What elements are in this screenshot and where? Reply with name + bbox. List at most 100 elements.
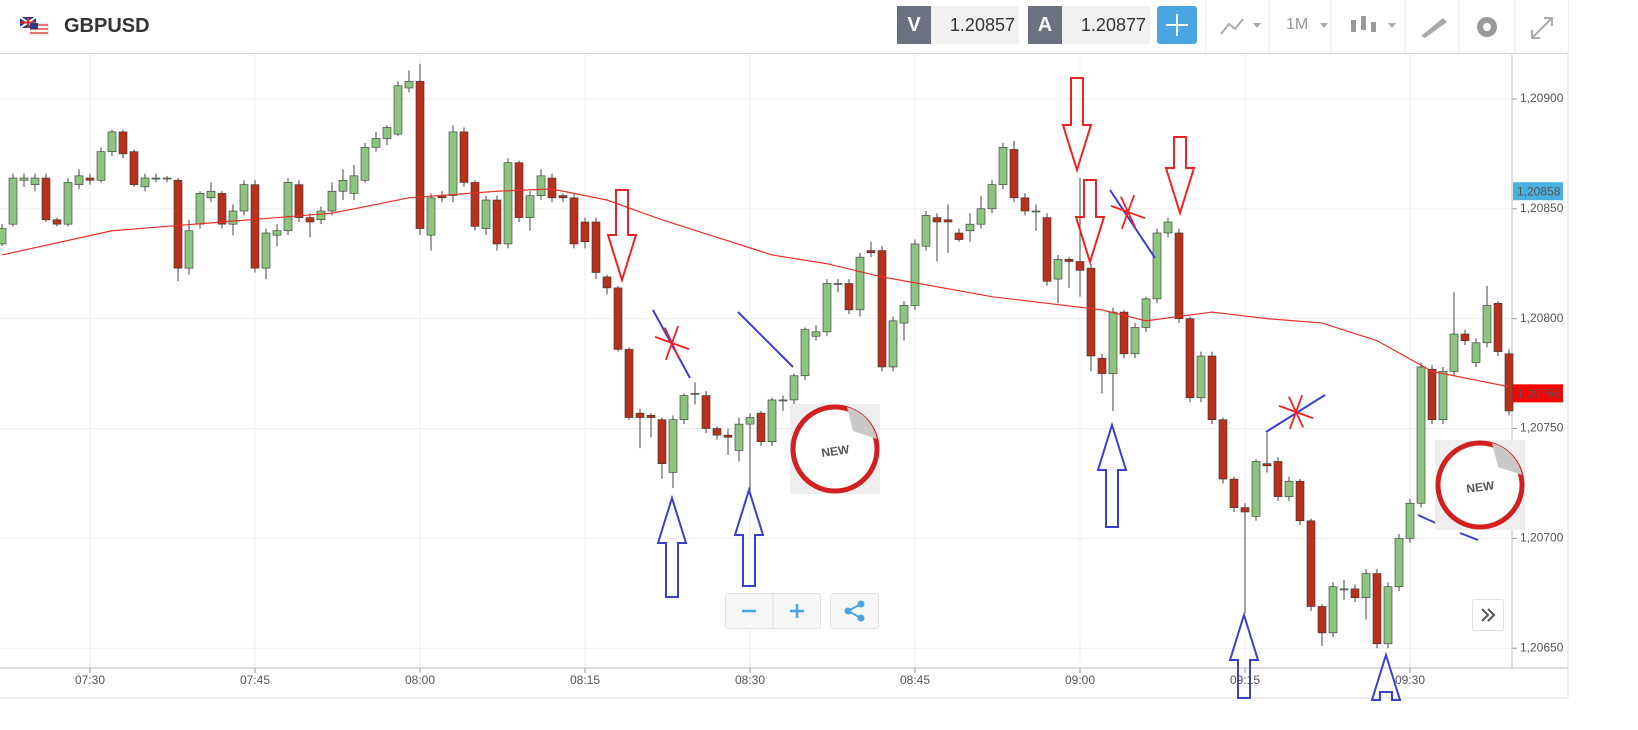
candle-body	[657, 419, 667, 464]
candle-body	[855, 256, 865, 311]
sticker-label: NEW	[820, 442, 850, 460]
candle-body	[1284, 480, 1294, 497]
bid-price: 1.20857	[931, 6, 1019, 44]
bid-label: V	[897, 6, 931, 44]
candle-body	[371, 138, 381, 148]
candle-body	[96, 151, 106, 181]
candle-body	[63, 182, 73, 225]
candle-body	[932, 217, 942, 223]
candle-body	[151, 177, 161, 180]
annotation-line	[737, 311, 794, 368]
sticker-label: NEW	[1465, 478, 1495, 496]
candle-body	[162, 177, 172, 180]
candle-body	[195, 193, 205, 225]
candle-body	[481, 199, 491, 229]
candle-body	[833, 283, 843, 285]
candle-body	[118, 131, 128, 155]
x-tick-label: 09:30	[1395, 673, 1425, 687]
candle-body	[1482, 305, 1492, 344]
symbol[interactable]: GBPUSD	[64, 15, 150, 37]
candle-body	[140, 177, 150, 188]
candle-body	[184, 230, 194, 269]
candle-body	[1262, 463, 1272, 467]
x-tick-label: 08:30	[735, 673, 765, 687]
y-tick-label: 1,20850	[1520, 201, 1564, 215]
candle-body	[1449, 333, 1459, 372]
price-marker	[1513, 384, 1563, 403]
annotation-arrow-down	[1164, 136, 1196, 217]
candle-body	[448, 131, 458, 196]
candle-body	[701, 395, 711, 429]
candle-body	[1504, 353, 1514, 412]
candle-body	[272, 230, 282, 236]
x-tick-label: 09:15	[1230, 673, 1260, 687]
candle-body	[789, 375, 799, 401]
candle-body	[580, 221, 590, 243]
candle-body	[1328, 586, 1338, 634]
candle-body	[668, 419, 678, 473]
y-tick-label: 1,20700	[1520, 531, 1564, 545]
x-tick-label: 07:30	[75, 673, 105, 687]
candle-body	[547, 177, 557, 199]
candle-body	[19, 177, 29, 181]
candle-body	[129, 151, 139, 185]
candle-body	[492, 199, 502, 245]
scroll-right-button[interactable]	[1472, 599, 1504, 631]
candle-body	[646, 415, 656, 418]
candle-body	[1405, 502, 1415, 539]
timeframe[interactable]: 1M	[1286, 16, 1309, 33]
candle-body	[1372, 573, 1382, 645]
sticker-curl	[847, 407, 877, 439]
candle-body	[877, 250, 887, 368]
candle-body	[866, 250, 876, 254]
candle-body	[1207, 355, 1217, 421]
candle-body	[1416, 366, 1426, 504]
candle-body	[1350, 588, 1360, 598]
candle-body	[1493, 302, 1503, 352]
toolbar-icons[interactable]	[1205, 0, 1568, 53]
candle-body	[228, 210, 238, 225]
candle-body	[1471, 342, 1481, 363]
x-tick-label: 07:45	[240, 673, 270, 687]
annotation-line	[1109, 189, 1156, 259]
candle-body	[602, 276, 612, 289]
candle-body	[85, 177, 95, 181]
zoom-controls[interactable]	[725, 593, 821, 629]
candle-body	[294, 184, 304, 218]
candle-body	[734, 423, 744, 451]
candle-body	[1141, 298, 1151, 328]
ask-label: A	[1028, 6, 1062, 44]
x-tick-label: 08:15	[570, 673, 600, 687]
candle-body	[910, 243, 920, 306]
candle-body	[690, 393, 700, 395]
candle-body	[74, 175, 84, 185]
candle-body	[591, 221, 601, 273]
candle-body	[1317, 606, 1327, 634]
candle-body	[316, 210, 326, 221]
x-tick-label: 08:00	[405, 673, 435, 687]
candle-body	[899, 305, 909, 324]
ask-price: 1.20877	[1062, 6, 1150, 44]
candle-body	[470, 182, 480, 227]
x-tick-label: 08:45	[900, 673, 930, 687]
y-tick-label: 1,20650	[1520, 640, 1564, 654]
x-tick-label: 09:00	[1065, 673, 1095, 687]
candle-body	[283, 182, 293, 232]
candle-body	[1339, 588, 1349, 591]
candle-body	[1273, 461, 1283, 497]
share-button[interactable]	[830, 593, 879, 629]
candle-body	[569, 197, 579, 245]
candle-body	[1119, 311, 1129, 355]
price-marker-label: 1,20858	[1517, 184, 1561, 198]
annotation-arrow-up	[656, 494, 688, 598]
annotation-arrow-down	[1061, 77, 1093, 174]
candle-body	[536, 175, 546, 196]
candle-body	[921, 215, 931, 247]
candle-body	[41, 177, 51, 221]
crosshair-button[interactable]	[1157, 6, 1197, 44]
candle-body	[52, 219, 62, 225]
candle-body	[800, 329, 810, 377]
candle-body	[679, 395, 689, 421]
candle-body	[1218, 419, 1228, 480]
candle-body	[1240, 507, 1250, 513]
